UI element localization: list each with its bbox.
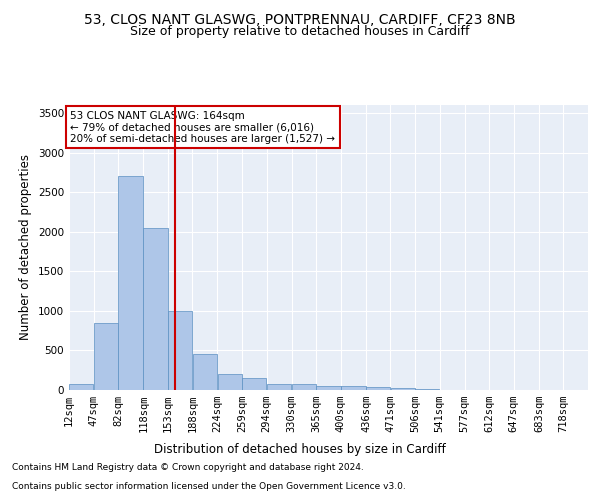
Bar	[316, 386, 341, 390]
Text: 53, CLOS NANT GLASWG, PONTPRENNAU, CARDIFF, CF23 8NB: 53, CLOS NANT GLASWG, PONTPRENNAU, CARDI…	[84, 12, 516, 26]
Bar	[168, 311, 192, 390]
Bar	[242, 378, 266, 390]
Bar	[118, 176, 143, 390]
Bar	[69, 384, 93, 390]
Y-axis label: Number of detached properties: Number of detached properties	[19, 154, 32, 340]
Bar	[143, 228, 167, 390]
Bar	[366, 387, 390, 390]
Bar	[218, 374, 242, 390]
Bar	[193, 354, 217, 390]
Bar	[341, 386, 366, 390]
Text: Distribution of detached houses by size in Cardiff: Distribution of detached houses by size …	[154, 442, 446, 456]
Text: Size of property relative to detached houses in Cardiff: Size of property relative to detached ho…	[130, 25, 470, 38]
Text: Contains HM Land Registry data © Crown copyright and database right 2024.: Contains HM Land Registry data © Crown c…	[12, 464, 364, 472]
Bar	[415, 389, 439, 390]
Bar	[94, 322, 118, 390]
Bar	[391, 388, 415, 390]
Bar	[267, 384, 292, 390]
Bar	[292, 384, 316, 390]
Text: Contains public sector information licensed under the Open Government Licence v3: Contains public sector information licen…	[12, 482, 406, 491]
Text: 53 CLOS NANT GLASWG: 164sqm
← 79% of detached houses are smaller (6,016)
20% of : 53 CLOS NANT GLASWG: 164sqm ← 79% of det…	[70, 110, 335, 144]
